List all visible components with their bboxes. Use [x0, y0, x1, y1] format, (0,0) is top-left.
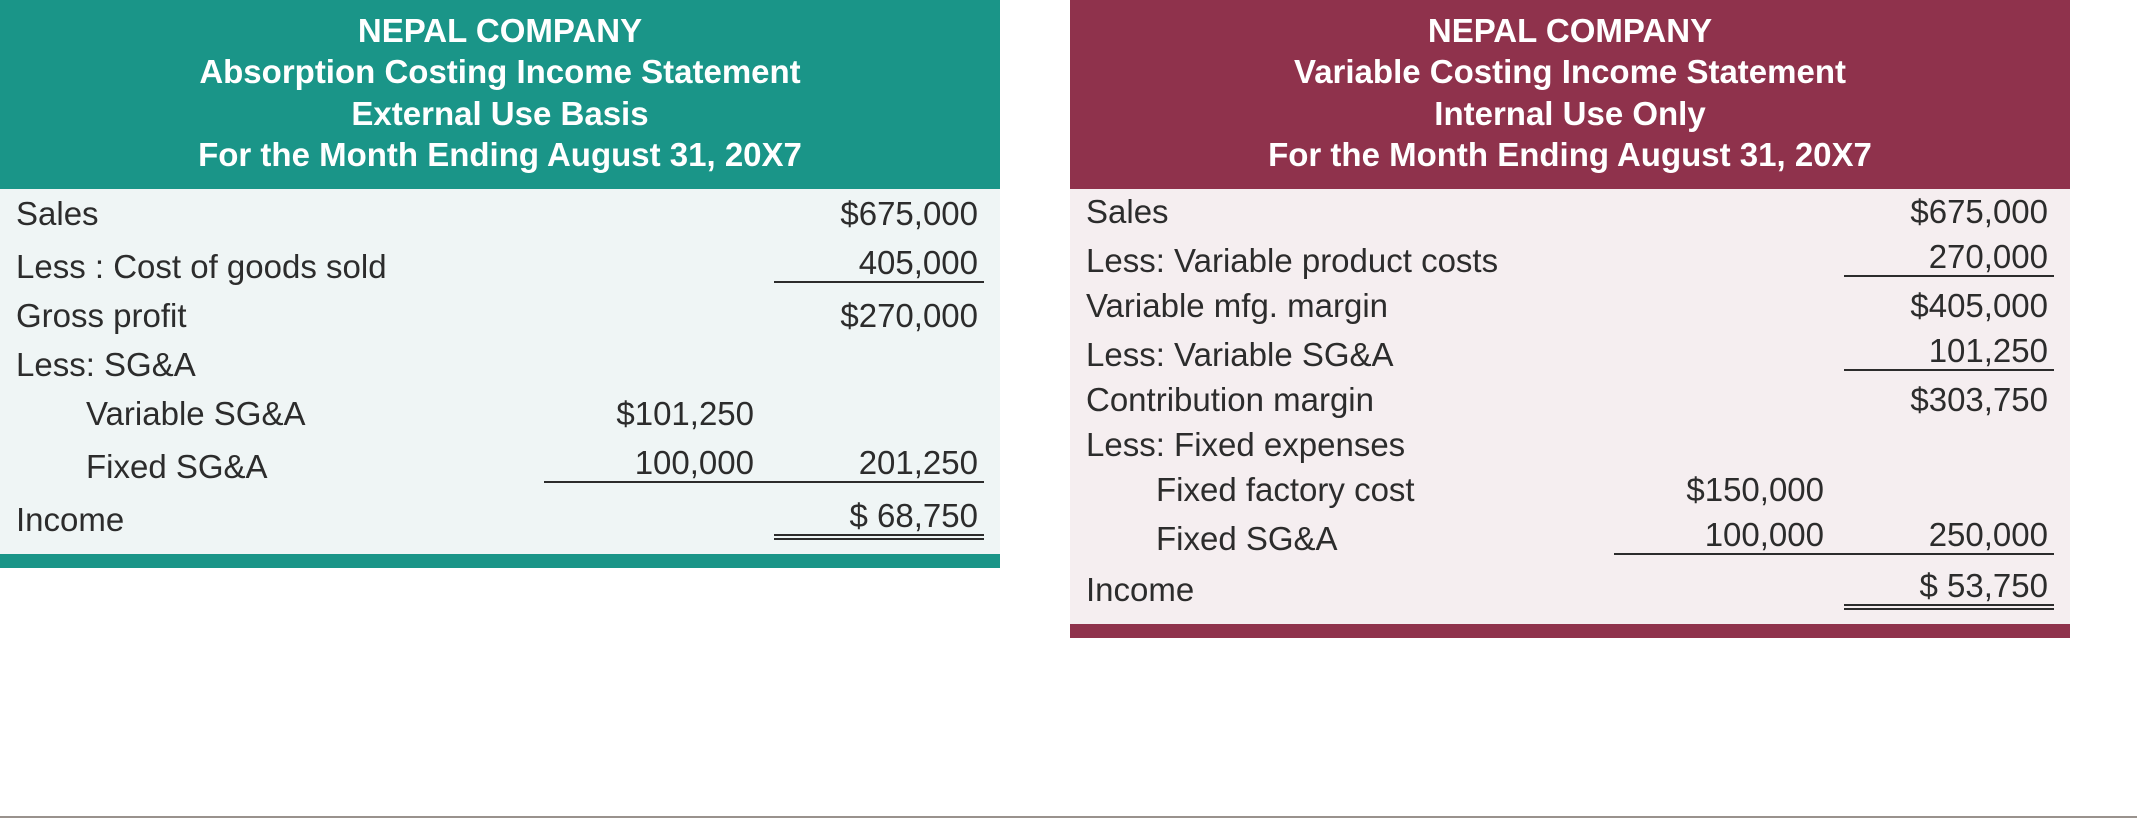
statement-title: Absorption Costing Income Statement [0, 51, 1000, 92]
value-income: $ 68,750 [774, 499, 984, 536]
label-vmm: Variable mfg. margin [1086, 289, 1614, 322]
label-variable-sga: Variable SG&A [16, 397, 306, 430]
absorption-statement: NEPAL COMPANY Absorption Costing Income … [0, 0, 1000, 821]
label-fixed-sga: Fixed SG&A [16, 450, 268, 483]
absorption-footer-bar [0, 554, 1000, 568]
label-sales: Sales [16, 197, 544, 230]
row-income: Income $ 53,750 [1070, 561, 2070, 624]
label-sales: Sales [1086, 195, 1614, 228]
value-sales: $675,000 [1844, 195, 2054, 228]
value-cm: $303,750 [1844, 383, 2054, 416]
label-vsga: Less: Variable SG&A [1086, 338, 1614, 371]
variable-header: NEPAL COMPANY Variable Costing Income St… [1070, 0, 2070, 189]
value-ffc: $150,000 [1614, 473, 1844, 506]
label-cogs: Less : Cost of goods sold [16, 250, 544, 283]
row-vsga: Less: Variable SG&A 101,250 [1070, 328, 2070, 377]
row-variable-sga: Variable SG&A $101,250 [0, 389, 1000, 438]
value-fixed-total: 250,000 [1844, 518, 2054, 555]
statement-period: For the Month Ending August 31, 20X7 [1070, 134, 2070, 175]
label-cm: Contribution margin [1086, 383, 1614, 416]
variable-statement: NEPAL COMPANY Variable Costing Income St… [1070, 0, 2070, 821]
row-vpc: Less: Variable product costs 270,000 [1070, 234, 2070, 283]
variable-footer-bar [1070, 624, 2070, 638]
row-sales: Sales $675,000 [1070, 189, 2070, 234]
value-sales: $675,000 [774, 197, 984, 230]
value-income: $ 53,750 [1844, 569, 2054, 606]
page-divider-line [0, 816, 2137, 818]
row-gross-profit: Gross profit $270,000 [0, 291, 1000, 340]
value-cogs: 405,000 [774, 246, 984, 283]
value-fsga: 100,000 [1614, 518, 1844, 555]
absorption-header: NEPAL COMPANY Absorption Costing Income … [0, 0, 1000, 189]
value-sga-total: 201,250 [774, 446, 984, 483]
value-vpc: 270,000 [1844, 240, 2054, 277]
row-cogs: Less : Cost of goods sold 405,000 [0, 238, 1000, 291]
row-fixed-header: Less: Fixed expenses [1070, 422, 2070, 467]
value-variable-sga: $101,250 [544, 397, 774, 430]
company-name: NEPAL COMPANY [1070, 10, 2070, 51]
statement-period: For the Month Ending August 31, 20X7 [0, 134, 1000, 175]
label-income: Income [1086, 573, 1614, 606]
value-gross-profit: $270,000 [774, 299, 984, 332]
statement-basis: Internal Use Only [1070, 93, 2070, 134]
value-fixed-sga: 100,000 [544, 446, 774, 483]
row-cm: Contribution margin $303,750 [1070, 377, 2070, 422]
label-sga: Less: SG&A [16, 348, 544, 381]
row-sales: Sales $675,000 [0, 189, 1000, 238]
label-ffc: Fixed factory cost [1086, 473, 1415, 506]
label-income: Income [16, 503, 544, 536]
row-income: Income $ 68,750 [0, 491, 1000, 554]
statement-title: Variable Costing Income Statement [1070, 51, 2070, 92]
row-fsga: Fixed SG&A 100,000 250,000 [1070, 512, 2070, 561]
value-vsga: 101,250 [1844, 334, 2054, 371]
company-name: NEPAL COMPANY [0, 10, 1000, 51]
statement-basis: External Use Basis [0, 93, 1000, 134]
absorption-body: Sales $675,000 Less : Cost of goods sold… [0, 189, 1000, 554]
label-vpc: Less: Variable product costs [1086, 244, 1614, 277]
label-gross-profit: Gross profit [16, 299, 544, 332]
row-sga-header: Less: SG&A [0, 340, 1000, 389]
row-fixed-sga: Fixed SG&A 100,000 201,250 [0, 438, 1000, 491]
label-fsga: Fixed SG&A [1086, 522, 1338, 555]
label-fixed: Less: Fixed expenses [1086, 428, 1614, 461]
row-vmm: Variable mfg. margin $405,000 [1070, 283, 2070, 328]
value-vmm: $405,000 [1844, 289, 2054, 322]
variable-body: Sales $675,000 Less: Variable product co… [1070, 189, 2070, 624]
row-ffc: Fixed factory cost $150,000 [1070, 467, 2070, 512]
